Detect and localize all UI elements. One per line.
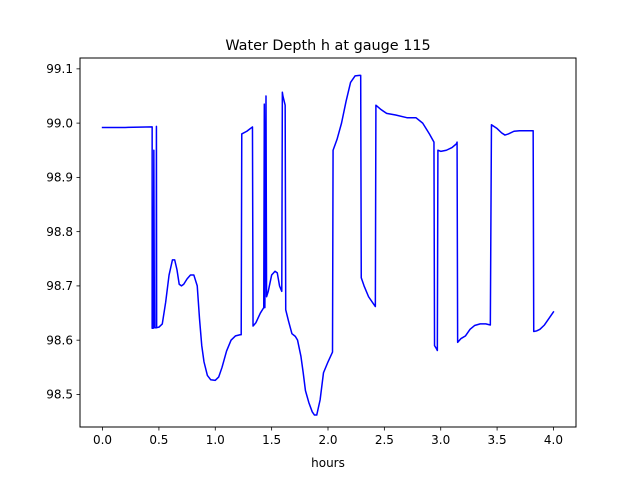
x-tick-label: 3.0	[431, 433, 450, 447]
x-tick-label: 0.5	[149, 433, 168, 447]
series-line-1	[101, 74, 555, 416]
x-tick-label: 1.0	[206, 433, 225, 447]
x-tick-label: 3.5	[488, 433, 507, 447]
plot-area: 0.0 0.5 1.0 1.5 2.0 2.5 3.0 3.5 4.0 98.5 98.6 98.7 9…	[46, 57, 577, 447]
y-tick-label: 98.9	[46, 171, 73, 185]
y-tick-label: 99.1	[46, 62, 73, 76]
x-axis-label: hours	[311, 456, 345, 470]
x-tick-label: 4.0	[544, 433, 563, 447]
chart-title: Water Depth h at gauge 115	[225, 38, 430, 54]
x-tick-label: 2.5	[375, 433, 394, 447]
y-tick-label: 98.8	[46, 225, 73, 239]
y-tick-label: 99.0	[46, 116, 73, 130]
y-tick-label: 98.7	[46, 279, 73, 293]
x-tick-label: 2.0	[318, 433, 337, 447]
x-tick-label: 0.0	[93, 433, 112, 447]
y-tick-label: 98.6	[46, 333, 73, 347]
y-tick-label: 98.5	[46, 388, 73, 402]
x-tick-label: 1.5	[262, 433, 281, 447]
